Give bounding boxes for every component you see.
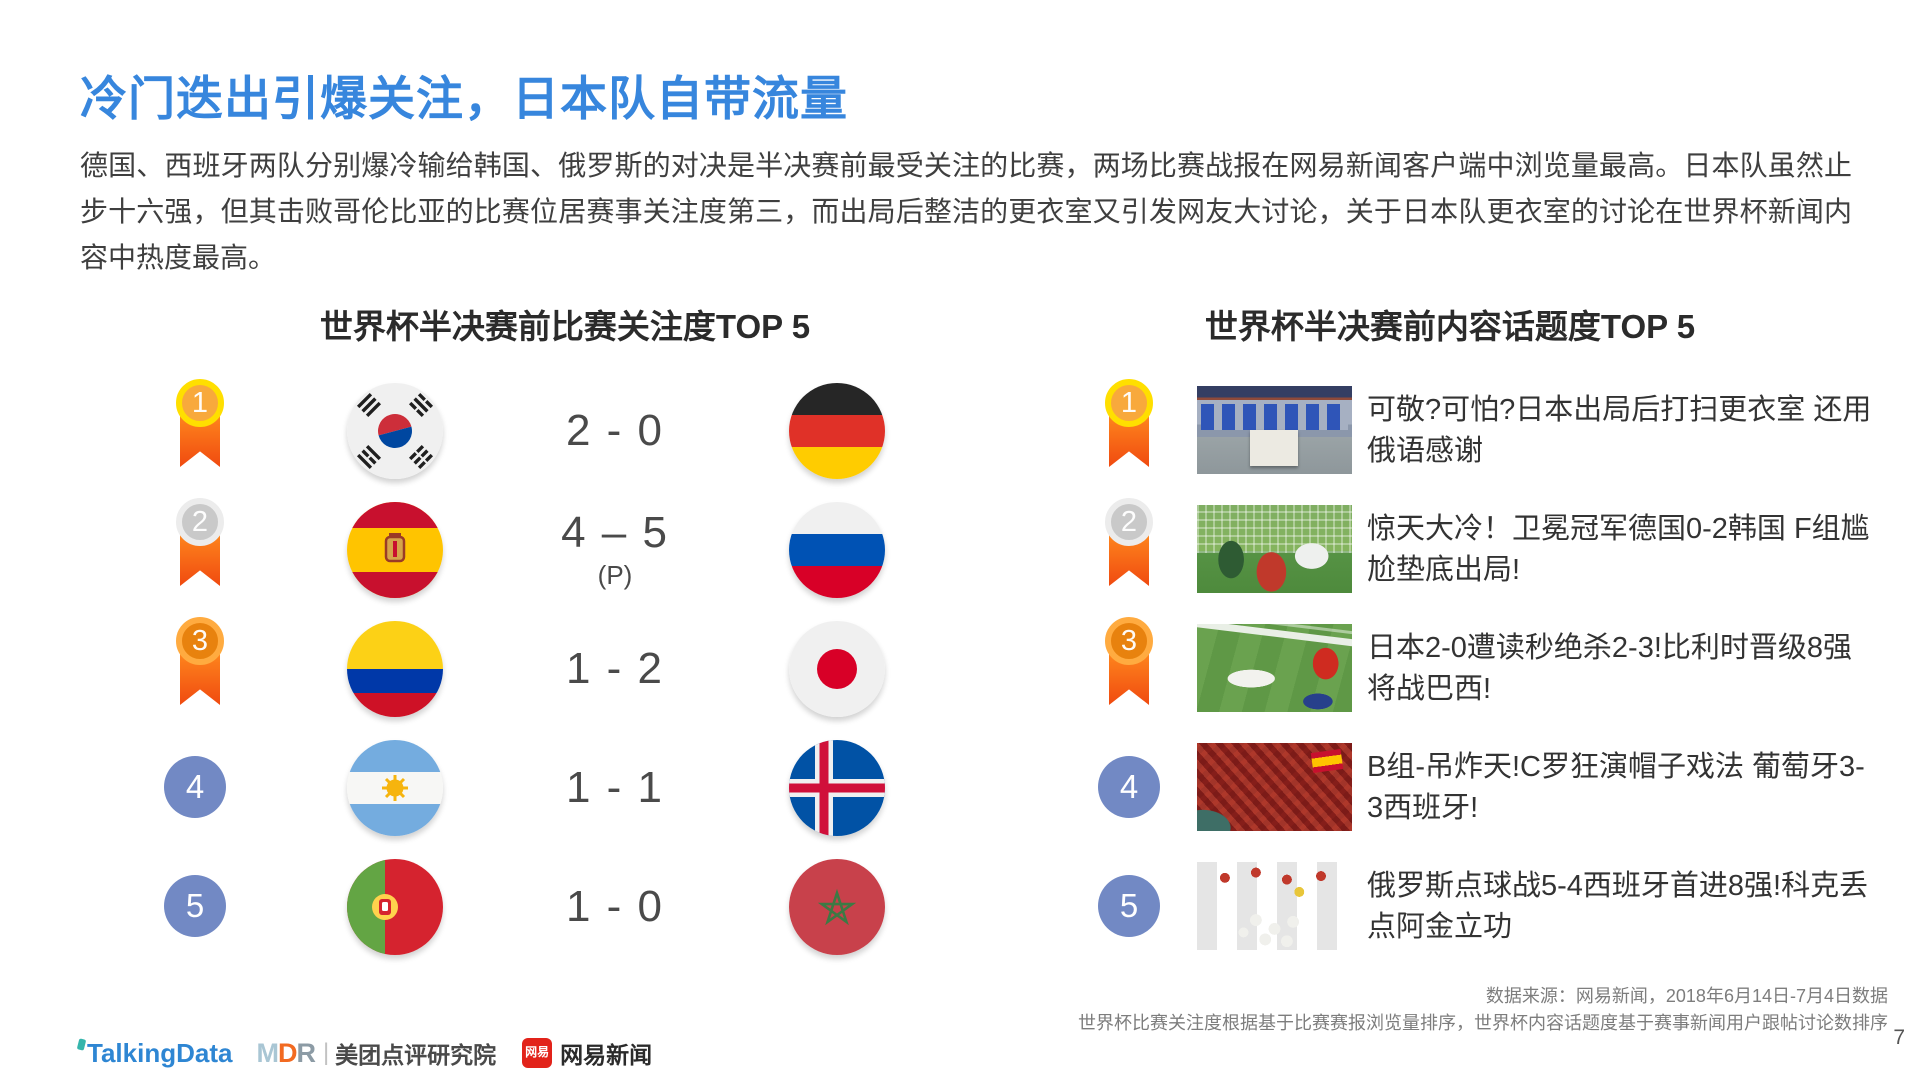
rank-number: 1 bbox=[1105, 379, 1153, 427]
match-score: 1 - 2 bbox=[565, 643, 665, 693]
talkingdata-tick-icon bbox=[76, 1037, 87, 1051]
flag-colombia-icon bbox=[347, 621, 443, 717]
rank-medal-bronze: 3 bbox=[164, 617, 236, 721]
rank-circle: 4 bbox=[1098, 756, 1160, 818]
match-row: 3 1 - 2 bbox=[150, 609, 930, 728]
news-title: 日本2-0遭读秒绝杀2-3!比利时晋级8强将战巴西! bbox=[1367, 631, 1853, 705]
rank-circle: 5 bbox=[1098, 875, 1160, 937]
news-title: 俄罗斯点球战5-4西班牙首进8强!科克丢点阿金立功 bbox=[1367, 869, 1869, 943]
match-table: 1 2 - 0 bbox=[150, 371, 930, 966]
mdr-letter-d: D bbox=[277, 1037, 297, 1068]
rank-circle: 4 bbox=[164, 756, 226, 818]
rank-number: 2 bbox=[1105, 498, 1153, 546]
page-number: 7 bbox=[1893, 1026, 1905, 1049]
data-source-note: 数据来源：网易新闻，2018年6月14日-7月4日数据 世界杯比赛关注度根据基于… bbox=[1078, 983, 1888, 1037]
match-score: 1 - 0 bbox=[565, 881, 665, 931]
news-row: 3 日本2-0遭读秒绝杀2-3!比利时晋级8强将战巴西! bbox=[1085, 609, 1885, 728]
meituan-dianping-institute-wordmark: 美团点评研究院 bbox=[335, 1042, 497, 1068]
page-title: 冷门迭出引爆关注，日本队自带流量 bbox=[80, 72, 848, 125]
rank-number: 3 bbox=[176, 617, 224, 665]
intro-text: 德国、西班牙两队分别爆冷输给韩国、俄罗斯的对决是半决赛前最受关注的比赛，两场比赛… bbox=[80, 150, 1852, 273]
topic-panel-heading: 世界杯半决赛前内容话题度TOP 5 bbox=[1204, 308, 1696, 345]
match-score: 4 – 5 bbox=[561, 508, 669, 557]
mdr-letter-m: M bbox=[256, 1037, 278, 1068]
rank-medal-gold: 1 bbox=[164, 379, 236, 483]
news-row: 1 可敬?可怕?日本出局后打扫更衣室 还用俄语感谢 bbox=[1085, 371, 1885, 490]
flag-germany-icon bbox=[789, 383, 885, 479]
rank-number: 2 bbox=[176, 498, 224, 546]
news-thumbnail-pitch bbox=[1197, 624, 1352, 712]
flag-russia-icon bbox=[789, 502, 885, 598]
rank-number: 3 bbox=[1105, 617, 1153, 665]
mdr-logo: MDR bbox=[256, 1038, 315, 1069]
flag-argentina-icon bbox=[347, 740, 443, 836]
flag-iceland-icon bbox=[789, 740, 885, 836]
talkingdata-logo: TalkingData bbox=[76, 1037, 233, 1069]
news-title: 惊天大冷！卫冕冠军德国0-2韩国 F组尴尬垫底出局! bbox=[1367, 512, 1870, 586]
flag-south-korea-icon bbox=[347, 383, 443, 479]
news-title: 可敬?可怕?日本出局后打扫更衣室 还用俄语感谢 bbox=[1367, 393, 1872, 467]
news-title: B组-吊炸天!C罗狂演帽子戏法 葡萄牙3-3西班牙! bbox=[1367, 750, 1865, 824]
match-row: 2 4 – 5 (P) bbox=[150, 490, 930, 609]
match-row: 5 1 - 0 bbox=[150, 847, 930, 966]
news-thumbnail-celebration bbox=[1197, 862, 1352, 950]
rank-circle: 5 bbox=[164, 875, 226, 937]
talkingdata-wordmark: TalkingData bbox=[87, 1037, 233, 1068]
rank-medal-silver: 2 bbox=[164, 498, 236, 602]
news-row: 4 B组-吊炸天!C罗狂演帽子戏法 葡萄牙3-3西班牙! bbox=[1085, 728, 1885, 847]
news-thumbnail-goalmouth bbox=[1197, 505, 1352, 593]
flag-spain-icon bbox=[347, 502, 443, 598]
netease-news-wordmark: 网易新闻 bbox=[560, 1042, 653, 1068]
source-line-2: 世界杯比赛关注度根据基于比赛赛报浏览量排序，世界杯内容话题度基于赛事新闻用户跟帖… bbox=[1078, 1013, 1888, 1033]
mdr-letter-r: R bbox=[296, 1037, 315, 1068]
match-panel-heading: 世界杯半决赛前比赛关注度TOP 5 bbox=[319, 308, 811, 345]
rank-medal-bronze: 3 bbox=[1093, 617, 1165, 721]
penalty-note: (P) bbox=[597, 560, 633, 590]
logo-bar: TalkingData MDR | 美团点评研究院 网易 网易新闻 bbox=[76, 1036, 653, 1070]
match-row: 1 2 - 0 bbox=[150, 371, 930, 490]
rank-medal-gold: 1 bbox=[1093, 379, 1165, 483]
logo-divider: | bbox=[322, 1039, 330, 1066]
flag-morocco-icon bbox=[789, 859, 885, 955]
flag-portugal-icon bbox=[347, 859, 443, 955]
news-thumbnail-fans bbox=[1197, 743, 1352, 831]
match-score: 2 - 0 bbox=[565, 405, 665, 455]
source-line-1: 数据来源：网易新闻，2018年6月14日-7月4日数据 bbox=[1485, 986, 1888, 1006]
rank-number: 1 bbox=[176, 379, 224, 427]
match-score: 1 - 1 bbox=[565, 762, 665, 812]
rank-medal-silver: 2 bbox=[1093, 498, 1165, 602]
netease-badge-icon: 网易 bbox=[522, 1038, 553, 1068]
flag-japan-icon bbox=[789, 621, 885, 717]
news-thumbnail-locker-room bbox=[1197, 386, 1352, 474]
news-row: 5 俄罗斯点球战5-4西班牙首进8强!科克丢点阿金立功 bbox=[1085, 847, 1885, 966]
news-row: 2 惊天大冷！卫冕冠军德国0-2韩国 F组尴尬垫底出局! bbox=[1085, 490, 1885, 609]
topic-table: 1 可敬?可怕?日本出局后打扫更衣室 还用俄语感谢 2 惊天大冷！卫冕冠军德国0… bbox=[1085, 371, 1885, 966]
match-row: 4 1 - 1 bbox=[150, 728, 930, 847]
